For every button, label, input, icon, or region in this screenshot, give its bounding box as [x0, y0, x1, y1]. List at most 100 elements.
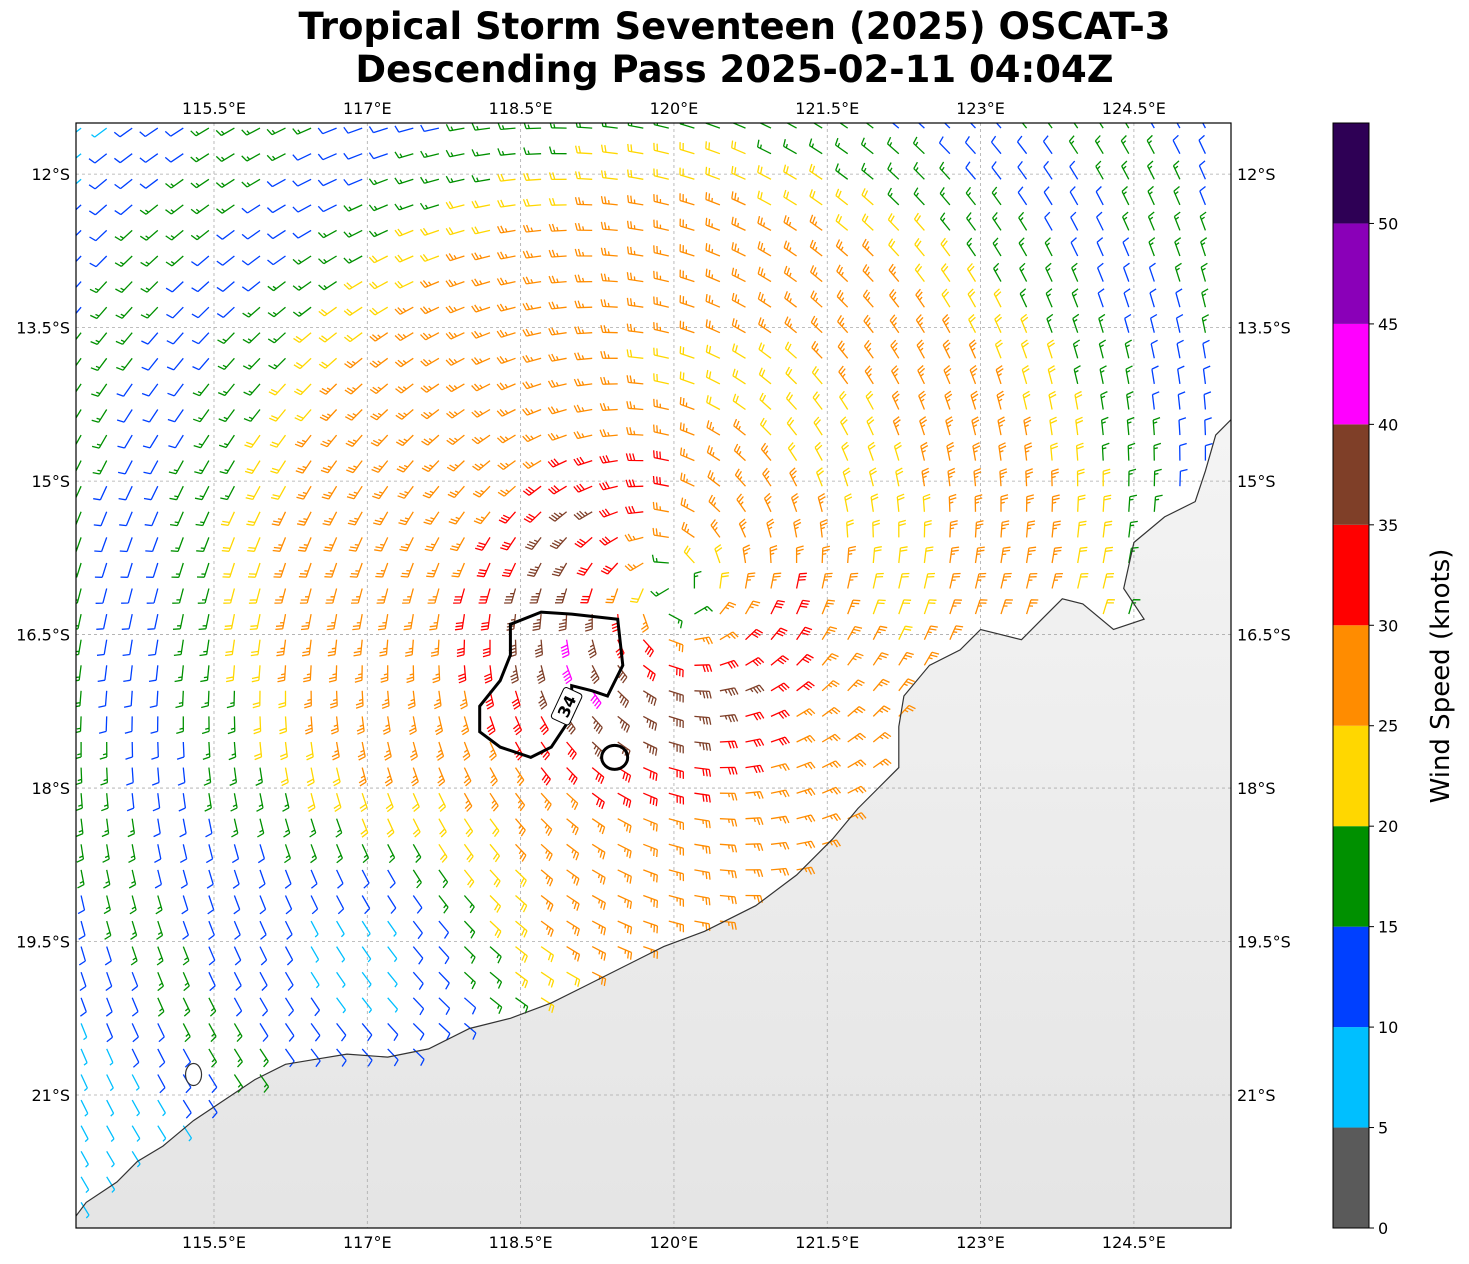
wind-barb — [1077, 494, 1086, 512]
wind-barb — [1051, 520, 1061, 538]
wind-barb — [463, 971, 476, 990]
wind-barb — [296, 485, 312, 500]
wind-barb — [652, 475, 669, 487]
wind-barb — [90, 306, 108, 320]
wind-barb — [626, 349, 644, 359]
wind-barb — [146, 588, 159, 604]
wind-barb — [1202, 123, 1206, 129]
wind-barb — [789, 467, 798, 487]
wind-barb — [463, 767, 472, 787]
wind-barb — [126, 767, 134, 786]
wind-barb — [400, 562, 414, 578]
wind-barb — [860, 137, 874, 155]
wind-barb — [757, 190, 772, 206]
wind-barb — [399, 537, 414, 552]
wind-barb — [580, 588, 593, 604]
wind-barb — [278, 690, 287, 709]
wind-barb — [795, 572, 807, 589]
wind-barb — [836, 289, 849, 308]
wind-barb — [471, 434, 491, 445]
wind-barb — [445, 331, 465, 340]
wind-barb — [453, 588, 466, 604]
wind-barb — [653, 194, 669, 206]
wind-barb — [106, 1176, 116, 1193]
wind-barb — [359, 792, 368, 813]
wind-barb — [549, 536, 568, 550]
wind-barb — [103, 869, 111, 889]
wind-barb — [241, 178, 261, 188]
wind-barb — [76, 485, 82, 500]
wind-barb — [317, 204, 337, 213]
wind-barb — [719, 687, 739, 696]
wind-barb — [436, 741, 445, 761]
wind-barb — [1073, 365, 1081, 385]
wind-barb — [872, 758, 892, 769]
wind-barb — [420, 150, 440, 159]
wind-barb — [841, 441, 850, 461]
wind-barb — [940, 237, 951, 257]
wind-barb — [1152, 416, 1161, 436]
wind-barb — [165, 204, 184, 215]
wind-barb — [99, 741, 108, 760]
wind-barb — [1047, 123, 1053, 129]
wind-barb — [719, 740, 738, 749]
wind-barb — [267, 255, 286, 266]
wind-barb — [165, 281, 184, 293]
wind-barb — [128, 869, 137, 889]
wind-barb — [120, 562, 133, 578]
wind-barb — [847, 679, 865, 692]
wind-barb — [411, 767, 419, 787]
wind-barb — [679, 447, 695, 462]
wind-barb — [548, 327, 567, 336]
wind-barb — [887, 213, 900, 231]
wind-barb — [412, 920, 423, 940]
wind-barb — [522, 460, 542, 469]
wind-barb — [770, 572, 782, 589]
wind-barb — [863, 339, 874, 359]
wind-barb — [78, 946, 87, 966]
wind-barb — [94, 537, 108, 553]
wind-barb — [284, 895, 293, 915]
wind-barb — [336, 946, 346, 963]
wind-barb — [522, 354, 542, 363]
wind-barb — [1177, 365, 1185, 384]
wind-barb — [600, 247, 618, 257]
wind-barb — [80, 1074, 88, 1092]
wind-barb — [872, 519, 880, 538]
wind-barb — [1102, 572, 1115, 589]
wind-barb — [1077, 572, 1089, 589]
wind-barb — [643, 792, 658, 807]
wind-barb — [965, 186, 977, 206]
wind-barb — [757, 215, 772, 231]
wind-barb — [420, 383, 440, 393]
wind-barb — [574, 274, 593, 283]
wind-barb — [76, 562, 82, 578]
wind-barb — [866, 416, 875, 436]
wind-barb — [438, 920, 450, 939]
wind-barb — [719, 631, 739, 641]
wind-barb — [918, 390, 927, 410]
wind-barb — [617, 767, 632, 783]
wind-barb — [148, 639, 159, 657]
wind-barb — [719, 843, 738, 853]
wind-barb — [387, 946, 398, 963]
wind-barb — [540, 767, 551, 786]
wind-barb — [139, 178, 159, 189]
wind-barb — [170, 511, 184, 527]
wind-barb — [898, 572, 910, 589]
wind-barb — [548, 172, 567, 181]
wind-barb — [627, 143, 644, 155]
wind-barb — [1122, 237, 1130, 257]
wind-barb — [295, 460, 312, 474]
wind-barb — [1173, 211, 1181, 231]
wind-barb — [1069, 186, 1079, 206]
wind-barb — [668, 818, 685, 831]
wind-barb — [842, 467, 851, 487]
wind-barb — [548, 485, 567, 495]
wind-barb — [809, 214, 823, 231]
lon-tick-bottom: 117°E — [343, 1233, 392, 1252]
wind-barb — [679, 193, 695, 206]
wind-barb — [208, 1099, 218, 1119]
colorbar-bin — [1333, 424, 1369, 525]
